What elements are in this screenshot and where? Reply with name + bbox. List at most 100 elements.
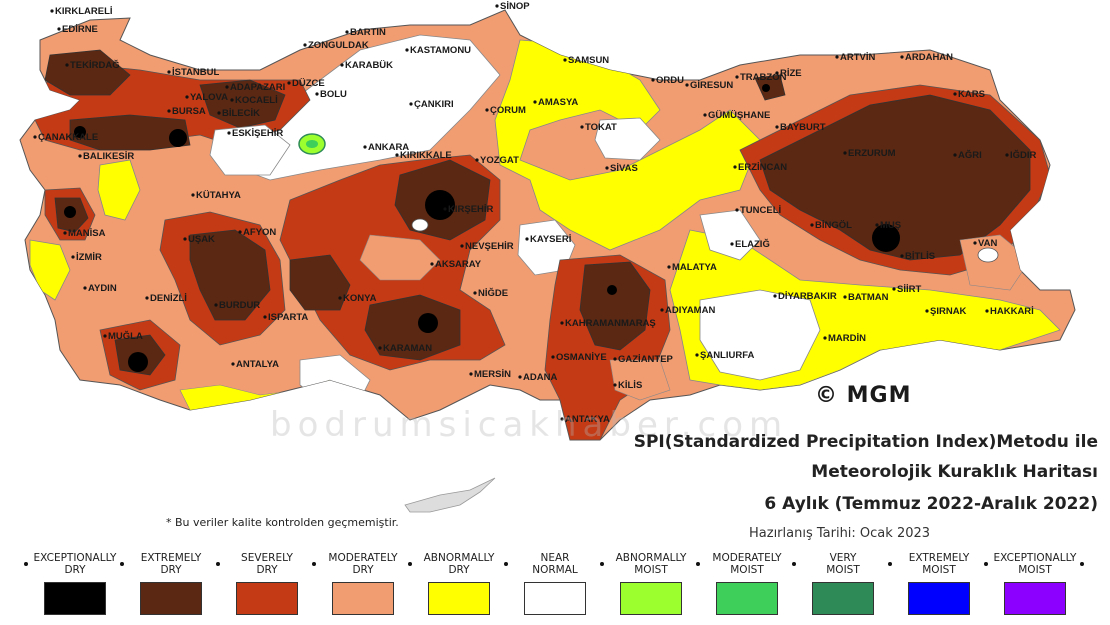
city-label: SİİRT xyxy=(897,284,921,295)
exceptionally-dry-spot-trabzon xyxy=(762,84,770,92)
city-label: NEVŞEHİR xyxy=(465,241,514,252)
city-labels: KIRKLARELİ EDİRNE TEKİRDAĞ İSTANBUL ADAPAZAR… xyxy=(33,1,1037,425)
city-label: ÇORUM xyxy=(490,105,526,116)
exceptionally-dry-spot-canakkale xyxy=(169,129,187,147)
moderately-dry-region-van xyxy=(959,234,1031,291)
legend-swatch xyxy=(812,582,874,615)
city-label: BOLU xyxy=(320,89,347,100)
city-label: TEKİRDAĞ xyxy=(70,59,120,71)
spi-legend: EXCEPTIONALLY DRY EXTREMELY DRY SEVERELY DRY M… xyxy=(0,552,1110,625)
legend-bullet xyxy=(792,562,796,566)
city-marker xyxy=(651,78,655,82)
city-label: ARTVİN xyxy=(840,52,876,63)
city-marker xyxy=(443,207,447,211)
legend-label: ABNORMALLY DRY xyxy=(423,552,495,576)
city-marker xyxy=(1005,153,1009,157)
extremely-dry-region-konya xyxy=(364,294,461,361)
city-marker xyxy=(900,254,904,258)
city-marker xyxy=(473,291,477,295)
extremely-dry-region-kahramanmaras xyxy=(579,261,651,351)
legend-swatch xyxy=(716,582,778,615)
legend-item: NEAR NORMAL xyxy=(507,552,603,615)
legend-bullet xyxy=(408,562,412,566)
city-label: GAZİANTEP xyxy=(618,354,674,365)
city-marker xyxy=(495,4,499,8)
legend-swatch xyxy=(620,582,682,615)
city-marker xyxy=(227,131,231,135)
city-label: YALOVA xyxy=(190,92,228,103)
legend-label: SEVERELY DRY xyxy=(241,552,293,576)
city-label: DÜZCE xyxy=(292,78,325,89)
city-label: KIRIKKALE xyxy=(400,150,452,161)
city-label: SİVAS xyxy=(610,163,638,174)
city-label: ARDAHAN xyxy=(905,52,953,63)
city-marker xyxy=(475,158,479,162)
city-label: BATMAN xyxy=(848,292,889,303)
legend-item: EXTREMELY DRY xyxy=(123,552,219,615)
city-marker xyxy=(925,309,929,313)
city-label: AFYON xyxy=(243,227,276,238)
exceptionally-dry-spot-manisa xyxy=(64,206,76,218)
city-label: ANKARA xyxy=(368,142,409,153)
legend-bullet xyxy=(24,562,28,566)
city-marker xyxy=(735,208,739,212)
legend-label: VERY MOIST xyxy=(826,552,860,576)
legend-swatch xyxy=(44,582,106,615)
city-marker xyxy=(378,346,382,350)
legend-swatch xyxy=(1004,582,1066,615)
abnormally-dry-region-aegean xyxy=(29,239,71,301)
city-label: İSTANBUL xyxy=(172,67,220,78)
city-label: KASTAMONU xyxy=(410,45,471,56)
city-label: ÇANAKKALE xyxy=(38,132,98,143)
legend-swatch xyxy=(428,582,490,615)
city-marker xyxy=(63,231,67,235)
city-label: KAYSERİ xyxy=(530,234,571,245)
legend-bullet xyxy=(120,562,124,566)
watermark-text: bodrumsicakhaber.com xyxy=(270,405,789,445)
city-marker xyxy=(613,357,617,361)
legend-item: MODERATELY DRY xyxy=(315,552,411,615)
legend-label: EXCEPTIONALLY DRY xyxy=(33,552,117,576)
near-normal-region-elazig xyxy=(699,209,761,261)
legend-item: SEVERELY DRY xyxy=(219,552,315,615)
city-marker xyxy=(340,63,344,67)
city-label: İZMİR xyxy=(76,252,102,263)
city-label: IĞDIR xyxy=(1010,149,1037,161)
city-marker xyxy=(225,85,229,89)
cyprus-outline xyxy=(404,477,496,513)
city-marker xyxy=(185,95,189,99)
city-marker xyxy=(875,223,879,227)
city-label: EDİRNE xyxy=(62,24,98,35)
city-label: KARABÜK xyxy=(345,60,393,71)
city-label: ZONGULDAK xyxy=(308,40,369,51)
moderately-dry-region-aksaray xyxy=(359,234,441,281)
legend-item: VERY MOIST xyxy=(795,552,891,615)
legend-item: EXTREMELY MOIST xyxy=(891,552,987,615)
city-marker xyxy=(183,237,187,241)
city-label: TUNCELİ xyxy=(740,205,781,216)
city-marker xyxy=(703,113,707,117)
legend-item: ABNORMALLY DRY xyxy=(411,552,507,615)
city-label: OSMANİYE xyxy=(556,352,607,363)
city-label: DİYARBAKIR xyxy=(778,291,837,302)
legend-bullet xyxy=(600,562,604,566)
city-label: KARS xyxy=(958,89,985,100)
city-label: AYDIN xyxy=(88,283,117,294)
city-label: SAMSUN xyxy=(568,55,609,66)
city-marker xyxy=(823,336,827,340)
city-marker xyxy=(733,165,737,169)
city-label: MANİSA xyxy=(68,228,106,239)
city-label: ŞANLIURFA xyxy=(700,350,755,361)
city-label: AKSARAY xyxy=(435,259,482,270)
extremely-dry-region-adapazari xyxy=(199,79,286,129)
legend-bullet xyxy=(312,562,316,566)
legend-label: MODERATELY MOIST xyxy=(712,552,782,576)
near-normal-region-eskisehir xyxy=(209,124,291,176)
city-label: ŞIRNAK xyxy=(930,306,967,317)
city-marker xyxy=(71,255,75,259)
city-marker xyxy=(775,125,779,129)
extremely-dry-region-canakkale xyxy=(69,114,191,151)
city-label: HAKKARİ xyxy=(990,306,1034,317)
extremely-dry-region-usak xyxy=(189,229,271,321)
city-marker xyxy=(613,383,617,387)
